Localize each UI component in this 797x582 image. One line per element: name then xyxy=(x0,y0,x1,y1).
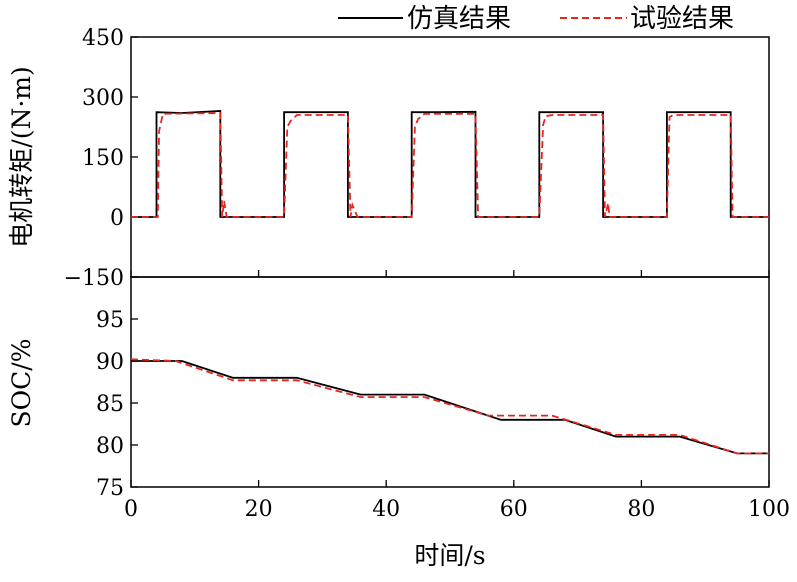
soc-ytick-label: 90 xyxy=(96,350,124,375)
torque-ytick-label: −150 xyxy=(64,266,124,291)
soc-series-experiment-line xyxy=(130,358,769,455)
soc-ytick-label: 75 xyxy=(96,476,124,501)
legend: 仿真结果 试验结果 xyxy=(338,4,734,34)
torque-ytick-label: 300 xyxy=(82,86,124,111)
soc-xtick-label: 60 xyxy=(500,497,528,522)
legend-label-experiment: 试验结果 xyxy=(630,4,734,34)
torque-axis-label: 电机转矩/(N·m) xyxy=(7,66,36,247)
torque-ytick-label: 150 xyxy=(82,146,124,171)
time-axis-label: 时间/s xyxy=(414,541,485,570)
torque-series-simulation-line xyxy=(131,110,769,218)
legend-label-simulation: 仿真结果 xyxy=(407,4,511,34)
soc-xtick-label: 80 xyxy=(627,497,655,522)
soc-panel: 75 80 85 90 95 0 20 40 60 80 100 xyxy=(96,276,790,522)
soc-axis-label: SOC/% xyxy=(7,339,36,428)
soc-xtick-label: 40 xyxy=(372,497,400,522)
torque-ytick-label: 0 xyxy=(110,206,124,231)
soc-series-simulation-line xyxy=(131,360,769,455)
soc-xtick-label: 20 xyxy=(245,497,273,522)
soc-ytick-label: 95 xyxy=(96,308,124,333)
torque-ytick-label: 450 xyxy=(82,26,124,51)
torque-panel: −150 0 150 300 450 xyxy=(64,26,770,291)
soc-xtick-label: 0 xyxy=(124,497,138,522)
soc-plot-frame xyxy=(130,276,770,488)
torque-series-experiment-line xyxy=(131,112,769,218)
soc-ytick-label: 80 xyxy=(96,434,124,459)
soc-xtick-label: 100 xyxy=(748,497,790,522)
torque-plot-frame xyxy=(130,36,770,278)
soc-ytick-label: 85 xyxy=(96,392,124,417)
